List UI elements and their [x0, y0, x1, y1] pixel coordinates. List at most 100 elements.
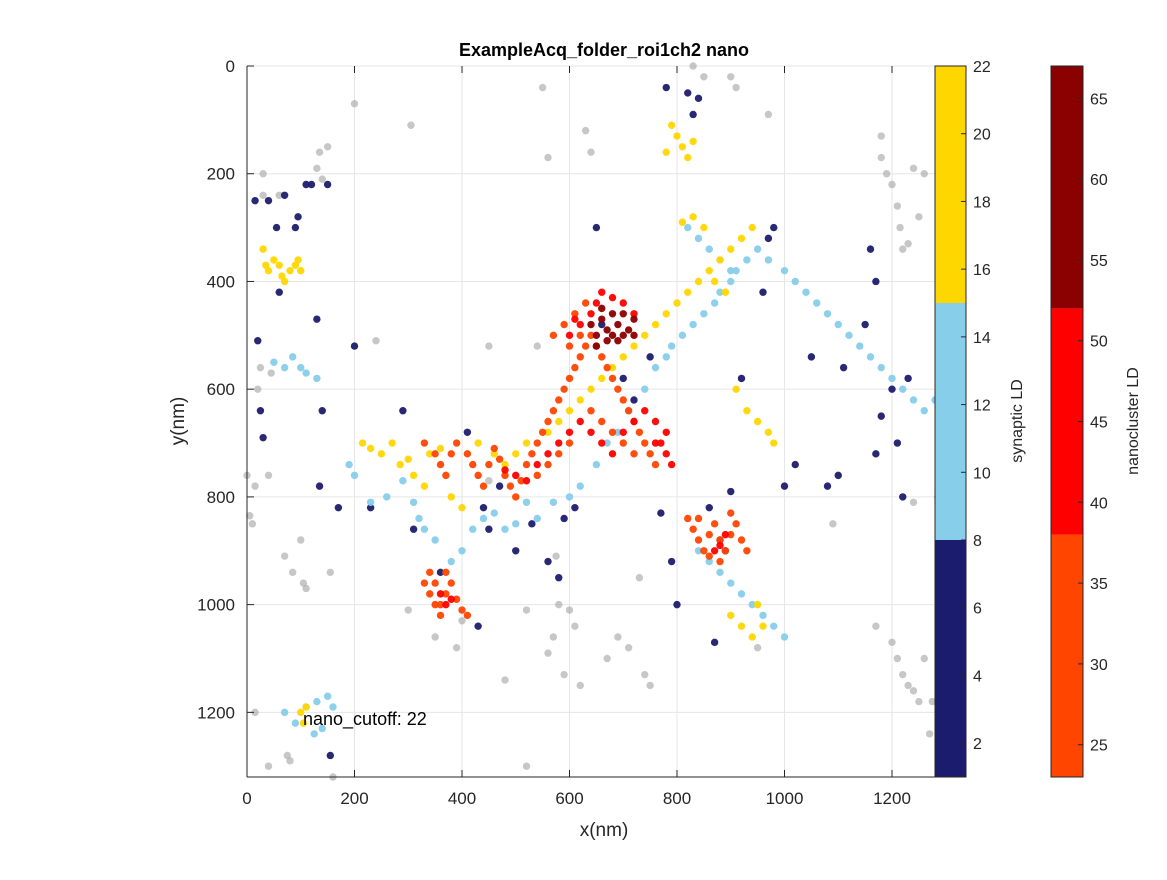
data-point [624, 326, 633, 334]
data-point [592, 223, 601, 232]
data-point [904, 240, 912, 248]
data-point [689, 213, 697, 221]
data-point [495, 455, 504, 463]
data-point [614, 428, 622, 436]
data-point [662, 450, 670, 458]
data-point [614, 385, 622, 393]
data-point [458, 547, 466, 555]
data-point [684, 89, 692, 97]
x-tick-label: 600 [555, 789, 583, 808]
data-point [490, 509, 498, 517]
data-point [716, 557, 724, 566]
data-point [533, 460, 541, 469]
data-point [463, 611, 472, 620]
data-point [630, 342, 638, 350]
data-point [291, 223, 300, 232]
data-point [608, 310, 617, 318]
data-point [555, 600, 563, 609]
data-point [764, 110, 773, 119]
data-point [280, 363, 289, 372]
data-point [619, 396, 627, 404]
data-point [280, 191, 289, 199]
data-point [251, 708, 259, 717]
data-point [587, 407, 595, 415]
data-point [928, 697, 937, 706]
colorbar-tick-label: 12 [973, 398, 991, 415]
data-point [442, 471, 450, 480]
data-point [753, 417, 762, 426]
data-point [280, 552, 289, 560]
data-point [426, 450, 434, 458]
data-point [329, 703, 337, 711]
data-point [270, 358, 278, 366]
colorbar-tick-label: 55 [1090, 253, 1108, 270]
data-point [565, 407, 574, 415]
x-tick-label: 1000 [766, 789, 804, 808]
colorbar-tick-label: 22 [973, 59, 991, 76]
data-point [358, 439, 367, 447]
data-point [700, 223, 708, 232]
data-point [834, 320, 842, 329]
colorbar-tick-label: 10 [973, 465, 991, 482]
data-point [447, 450, 455, 458]
data-point [592, 331, 601, 340]
data-point [286, 757, 294, 765]
data-point [651, 460, 660, 469]
data-point [619, 374, 627, 383]
data-point [888, 385, 896, 393]
colorbar-tick-label: 6 [973, 601, 982, 618]
data-point [920, 170, 928, 178]
data-point [598, 417, 606, 426]
data-point [727, 579, 735, 587]
data-point [780, 633, 789, 641]
data-point [549, 633, 558, 641]
data-point [259, 191, 267, 199]
colorbars: 2 4 6 8 10 12 14 16 18 20 22 25 30 35 40 45 50 55 60 65 [934, 59, 1108, 778]
colorbar-tick-label: 50 [1090, 334, 1108, 351]
colorbar-tick-label: 25 [1090, 738, 1108, 755]
data-point [533, 471, 541, 480]
data-point [318, 724, 326, 733]
data-point [732, 266, 740, 275]
data-point [458, 606, 466, 614]
data-point [737, 536, 746, 544]
data-point [571, 315, 579, 323]
data-point [533, 514, 541, 523]
data-point [538, 83, 547, 92]
data-point [662, 428, 670, 436]
data-point [839, 363, 848, 372]
data-point [436, 600, 445, 609]
data-point [426, 590, 434, 598]
colorbar-band [935, 303, 966, 540]
data-point [581, 126, 590, 135]
data-point [705, 266, 713, 275]
data-point [619, 299, 627, 307]
data-point [571, 503, 579, 512]
data-point [743, 547, 751, 555]
data-point [737, 374, 746, 383]
data-point [598, 288, 606, 296]
data-point [310, 730, 318, 738]
colorbar-band [1051, 66, 1083, 309]
data-point [705, 503, 713, 512]
data-point [619, 428, 627, 436]
data-point [743, 256, 751, 264]
colorbar-band [1051, 534, 1083, 777]
y-tick-label: 1200 [197, 703, 235, 722]
x-tick-label: 800 [663, 789, 691, 808]
data-point [882, 170, 891, 178]
data-point [565, 374, 574, 383]
data-point [409, 498, 418, 506]
data-point [646, 450, 654, 458]
data-point [533, 439, 541, 447]
data-point [920, 654, 928, 663]
colorbar-tick-label: 2 [973, 736, 982, 753]
data-point [571, 363, 579, 372]
data-point [592, 460, 601, 469]
data-point [753, 600, 762, 609]
data-point [608, 331, 617, 340]
data-point [716, 536, 724, 544]
data-point [759, 288, 767, 296]
data-point [598, 439, 606, 447]
data-point [447, 595, 455, 603]
